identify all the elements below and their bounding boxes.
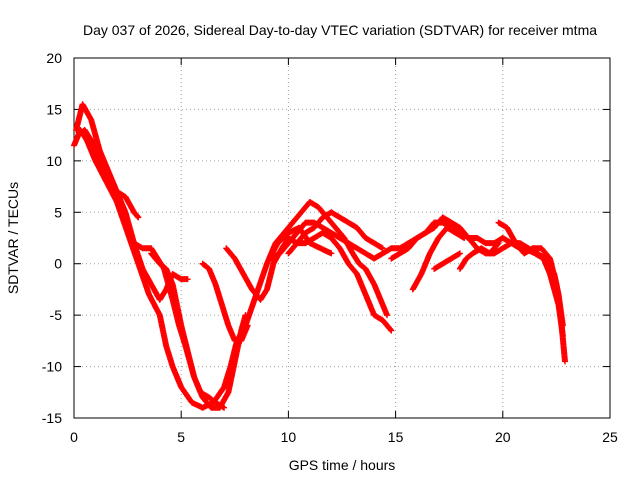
grid bbox=[74, 58, 610, 418]
data-point bbox=[244, 322, 251, 329]
y-tick-label: 5 bbox=[54, 204, 62, 220]
data-point bbox=[135, 214, 142, 221]
series-satellite-h bbox=[263, 199, 391, 319]
y-tick-label: -10 bbox=[42, 359, 62, 375]
x-tick-label: 0 bbox=[70, 429, 78, 445]
x-tick-label: 20 bbox=[495, 429, 511, 445]
y-tick-label: 0 bbox=[54, 256, 62, 272]
chart-title: Day 037 of 2026, Sidereal Day-to-day VTE… bbox=[83, 22, 597, 38]
data-point bbox=[561, 358, 568, 365]
series-satellite-f bbox=[199, 260, 251, 344]
data-point bbox=[134, 213, 141, 220]
series-satellite-j bbox=[285, 209, 386, 257]
data-point bbox=[559, 332, 566, 339]
series-satellite-b bbox=[73, 101, 142, 221]
x-axis-label: GPS time / hours bbox=[289, 457, 396, 473]
x-tick-label: 25 bbox=[602, 429, 618, 445]
data-point bbox=[494, 241, 501, 248]
data-point bbox=[384, 312, 391, 319]
data-point bbox=[461, 235, 468, 241]
tick-marks bbox=[73, 57, 611, 419]
data-point bbox=[242, 312, 249, 319]
series-satellite-e bbox=[148, 250, 228, 411]
y-axis-label: SDTVAR / TECUs bbox=[5, 182, 21, 294]
series-satellite-p bbox=[510, 240, 566, 339]
series-satellite-l bbox=[409, 224, 468, 293]
data-point bbox=[328, 250, 335, 257]
plot-frame bbox=[73, 57, 611, 419]
data-point bbox=[221, 404, 228, 411]
x-tick-labels: 0 5 10 15 20 25 bbox=[70, 429, 618, 445]
x-tick-label: 10 bbox=[281, 429, 297, 445]
data-point bbox=[456, 250, 463, 257]
y-tick-label: -5 bbox=[50, 307, 63, 323]
x-tick-label: 5 bbox=[177, 429, 185, 445]
data-point bbox=[495, 240, 502, 247]
data-point bbox=[184, 276, 191, 283]
series-satellite-k bbox=[388, 219, 566, 329]
data-point bbox=[379, 245, 386, 252]
y-tick-label: 15 bbox=[46, 101, 62, 117]
data-point bbox=[387, 326, 394, 333]
y-tick-labels: -15 -10 -5 0 5 10 15 20 bbox=[42, 50, 62, 426]
y-tick-label: -15 bbox=[42, 410, 62, 426]
x-tick-label: 15 bbox=[388, 429, 404, 445]
series-satellite-m bbox=[456, 240, 502, 272]
series-satellite-n bbox=[431, 250, 463, 272]
data-point bbox=[388, 327, 395, 334]
y-tick-label: 10 bbox=[46, 153, 62, 169]
y-tick-label: 20 bbox=[46, 50, 62, 66]
data-points bbox=[71, 101, 568, 411]
